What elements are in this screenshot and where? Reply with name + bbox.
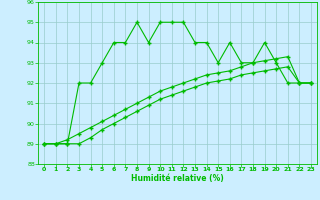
X-axis label: Humidité relative (%): Humidité relative (%) <box>131 174 224 183</box>
